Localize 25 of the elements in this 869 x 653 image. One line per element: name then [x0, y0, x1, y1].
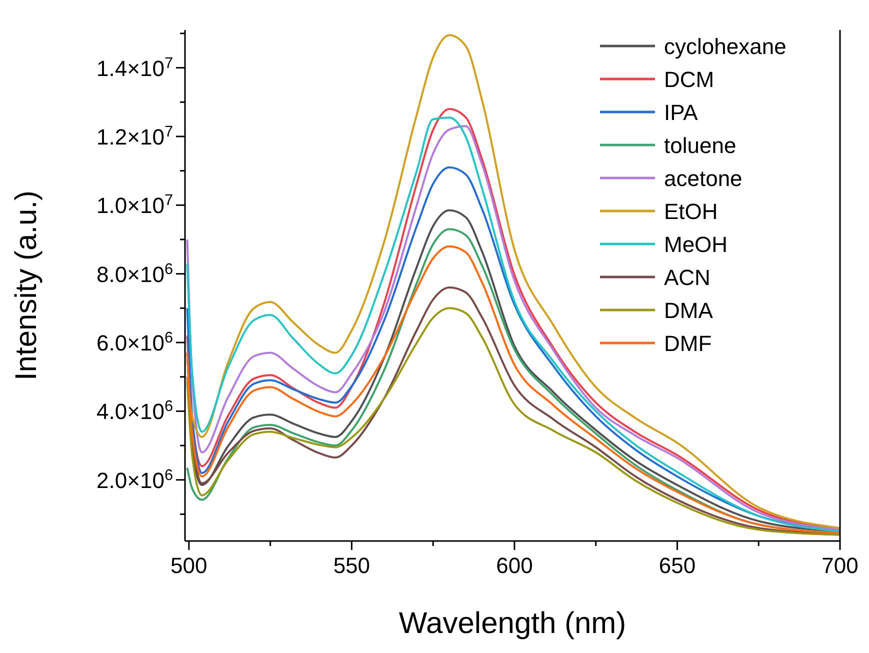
legend-label: MeOH [664, 232, 728, 257]
x-tick-label: 700 [822, 553, 858, 578]
y-tick-label: 8.0×10$^{6}$ [96, 260, 173, 287]
y-tick-label: 4.0×10$^{6}$ [96, 398, 173, 424]
y-axis-title: Intensity (a.u.) [10, 190, 43, 381]
legend-label: DCM [664, 67, 714, 92]
line-series [186, 34, 841, 529]
legend-label: acetone [664, 166, 742, 191]
x-tick-label: 650 [658, 553, 696, 578]
y-tick-label: 2.0×10$^{6}$ [96, 466, 173, 493]
x-tick-label: 500 [170, 553, 208, 578]
y-tick-label: 1.4×10$^{7}$ [96, 54, 173, 81]
y-tick-label: 1.2×10$^{7}$ [96, 122, 173, 150]
legend-label: IPA [664, 100, 698, 125]
legend-label: toluene [664, 133, 736, 158]
legend-label: DMA [664, 298, 714, 323]
x-axis-title: Wavelength (nm) [398, 607, 626, 640]
y-tick-label: 6.0×10$^{6}$ [96, 329, 173, 356]
y-tick-label: 1.0×10$^{7}$ [96, 192, 173, 218]
legend-label: EtOH [664, 199, 718, 224]
legend-label: DMF [664, 331, 712, 356]
x-tick-label: 600 [496, 553, 533, 578]
legend-label: cyclohexane [664, 34, 786, 59]
legend-label: ACN [664, 265, 710, 290]
x-tick-label: 550 [333, 553, 370, 578]
